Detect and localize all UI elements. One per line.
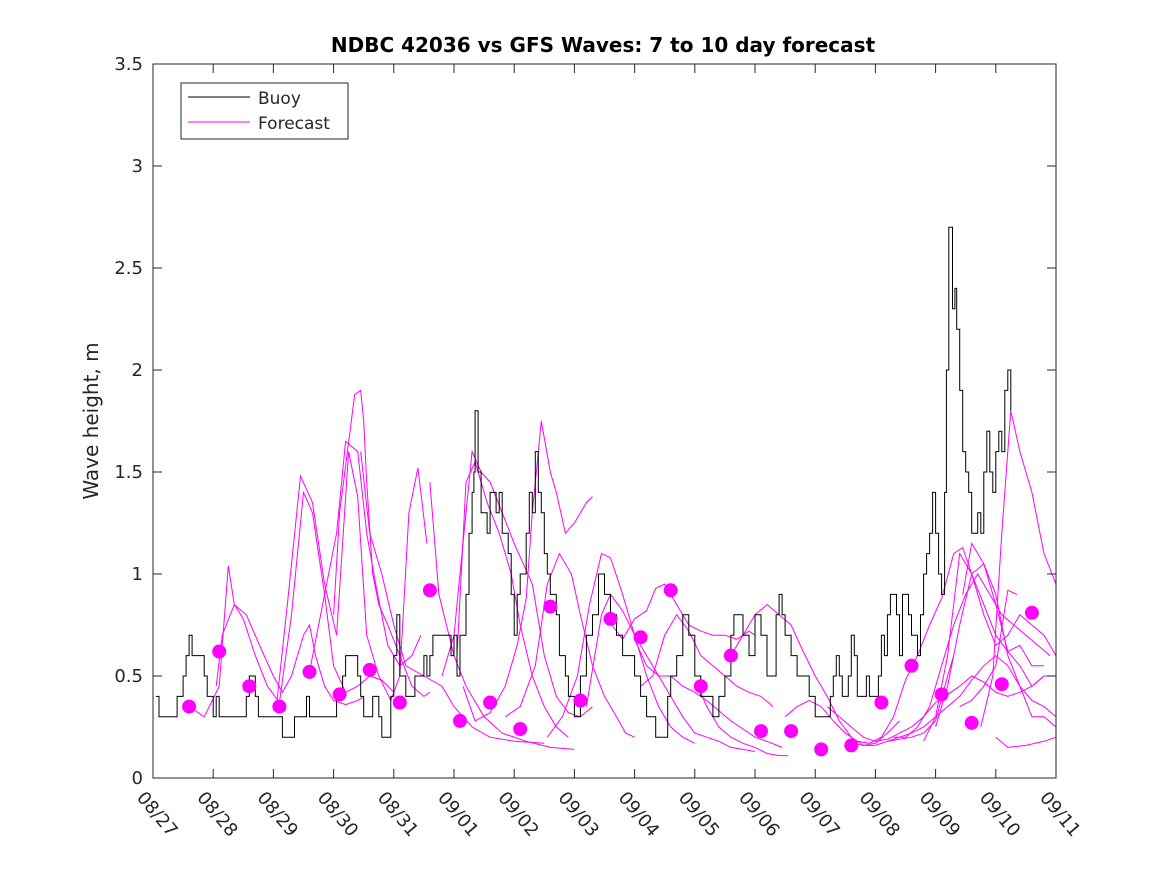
forecast-series-line [504, 552, 635, 738]
forecast-series-line [333, 389, 431, 698]
forecast-marker [934, 687, 949, 702]
y-tick-label: 2 [132, 360, 143, 381]
chart-title: NDBC 42036 vs GFS Waves: 7 to 10 day for… [331, 33, 876, 57]
forecast-marker [904, 658, 919, 673]
forecast-marker [362, 662, 377, 677]
y-tick-label: 1 [132, 564, 143, 585]
forecast-series-line [962, 541, 1056, 728]
forecast-lines [188, 389, 1056, 757]
forecast-marker [663, 583, 678, 598]
forecast-marker [1024, 605, 1039, 620]
forecast-series-line [309, 440, 422, 672]
y-tick-label: 3.5 [114, 54, 143, 75]
forecast-series-line [634, 639, 783, 748]
forecast-marker [573, 693, 588, 708]
forecast-series-line [893, 573, 1051, 738]
legend-forecast-label: Forecast [258, 114, 330, 134]
forecast-marker [994, 677, 1009, 692]
forecast-series-line [360, 451, 545, 744]
forecast-series-line [640, 613, 774, 707]
forecast-series-line [275, 451, 428, 707]
forecast-series-line [980, 410, 1056, 728]
forecast-marker [212, 644, 227, 659]
plot-frame [152, 63, 1057, 779]
forecast-marker [392, 695, 407, 710]
y-axis-label: Wave height, m [79, 342, 103, 499]
forecast-marker [874, 695, 889, 710]
forecast-marker [754, 724, 768, 739]
buoy-series-line [156, 226, 1012, 738]
forecast-series-line [851, 654, 1056, 746]
y-tick-label: 1.5 [114, 462, 143, 483]
forecast-marker [242, 679, 257, 694]
forecast-marker [723, 648, 738, 663]
forecast-marker [453, 713, 467, 728]
forecast-marker [543, 599, 558, 614]
forecast-marker [483, 695, 498, 710]
forecast-series-line [995, 736, 1056, 748]
forecast-series-line [959, 589, 1018, 708]
forecast-markers [182, 583, 1039, 757]
forecast-marker [633, 630, 648, 645]
plot-area [153, 64, 1056, 778]
forecast-marker [302, 664, 317, 679]
forecast-marker [964, 715, 979, 730]
forecast-marker [693, 679, 708, 694]
forecast-series-line [826, 675, 1045, 742]
forecast-series-line [730, 603, 900, 746]
forecast-marker [844, 738, 859, 753]
legend-buoy-label: Buoy [258, 89, 301, 109]
forecast-series-line [215, 490, 395, 704]
forecast-marker [272, 699, 287, 714]
y-tick-label: 0.5 [114, 666, 143, 687]
forecast-marker [422, 583, 437, 598]
forecast-series-line [923, 552, 1056, 742]
forecast-series-line [887, 655, 955, 742]
forecast-marker [182, 699, 197, 714]
forecast-marker [603, 611, 618, 626]
forecast-marker [513, 722, 528, 736]
forecast-series-line [697, 685, 789, 757]
legend-box [180, 82, 349, 140]
forecast-series-line [429, 482, 575, 750]
forecast-series-line [441, 449, 593, 718]
buoy-line-group [156, 226, 1012, 738]
y-tick-label: 2.5 [114, 258, 143, 279]
y-tick-label: 0 [132, 768, 143, 789]
forecast-marker [784, 724, 799, 739]
y-axis: 0 0.5 1 1.5 2 2.5 3 3.5 [114, 54, 1056, 789]
legend: Buoy Forecast [180, 82, 349, 140]
forecast-series-line [935, 562, 1056, 728]
forecast-marker [814, 742, 829, 757]
forecast-series-line [188, 565, 364, 718]
y-tick-label: 3 [132, 156, 143, 177]
forecast-marker [332, 687, 347, 702]
forecast-series-line [546, 552, 696, 744]
